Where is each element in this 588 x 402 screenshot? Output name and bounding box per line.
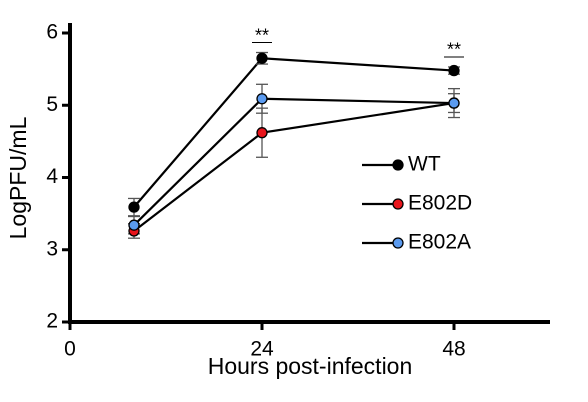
data-point [256, 93, 268, 105]
legend-marker [392, 237, 404, 249]
legend-marker [392, 198, 404, 210]
data-point [128, 201, 140, 213]
data-point [256, 52, 268, 64]
y-axis-label: LogPFU/mL [5, 116, 31, 239]
y-tick-label: 4 [46, 165, 58, 188]
legend-label: E802A [408, 231, 471, 254]
series-line [133, 97, 455, 226]
data-point [448, 97, 460, 109]
series-line [133, 101, 455, 232]
x-tick-label: 24 [250, 338, 274, 361]
y-tick-label: 5 [46, 93, 58, 116]
data-point [256, 127, 268, 139]
legend-label: E802D [408, 192, 472, 215]
data-point [448, 64, 460, 77]
y-tick-label: 6 [46, 21, 58, 44]
legend-label: WT [408, 153, 441, 176]
annotation: ** [255, 25, 269, 45]
x-tick-label: 48 [442, 338, 465, 361]
x-axis-label: Hours post-infection [208, 353, 413, 379]
data-point [128, 219, 140, 231]
y-tick-label: 3 [46, 237, 58, 260]
series-line [133, 57, 455, 208]
legend-marker [392, 159, 404, 171]
y-tick-label: 2 [46, 310, 58, 333]
x-tick-label: 0 [64, 338, 76, 361]
annotation: ** [447, 40, 461, 60]
